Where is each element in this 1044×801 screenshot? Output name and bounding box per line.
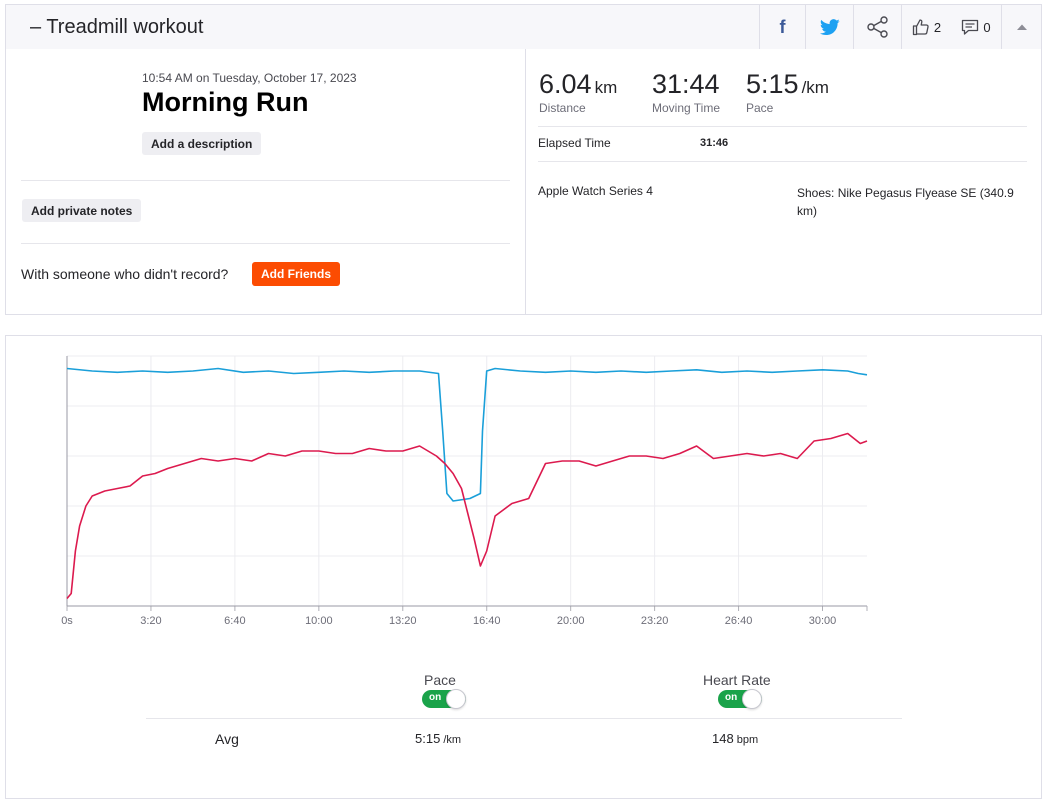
twitter-share-button[interactable] [805,5,853,49]
pace-heart-rate-chart[interactable]: 0s 3:20 6:40 10:00 13:20 16:40 20:00 23:20 26:40… [6,336,1041,636]
x-axis-tick-label: 0s [61,615,73,627]
facebook-share-button[interactable]: f [759,5,805,49]
share-icon [866,16,888,38]
kudos-count: 2 [933,19,942,35]
pace-unit: /km [801,78,829,97]
stats-divider [538,161,1027,162]
avg-pace: 5:15/km [415,731,461,746]
moving-time-value: 31:44 [652,69,720,99]
x-axis-tick-label: 3:20 [140,615,161,627]
activity-name[interactable]: Morning Run [142,87,309,117]
x-axis-tick-label: 23:20 [641,615,669,627]
x-axis-tick-label: 20:00 [557,615,585,627]
add-friends-button[interactable]: Add Friends [252,262,341,286]
comments-button[interactable]: 0 [951,5,1001,49]
collapse-button[interactable] [1001,5,1041,49]
avg-pace-value: 5:15 [415,731,441,746]
legend-heart-rate-label: Heart Rate [703,672,771,688]
heart-rate-toggle-state: on [725,692,738,703]
pace-series-line [66,367,868,502]
thumbs-up-icon [912,19,929,36]
activity-datetime: 10:54 AM on Tuesday, October 17, 2023 [142,71,357,85]
heart-rate-toggle[interactable]: on [718,689,762,709]
x-axis-tick-label: 6:40 [224,615,245,627]
pace-value: 5:15 [746,69,799,99]
avg-label: Avg [215,731,239,747]
header-actions: f 2 [759,5,1041,49]
elapsed-time-value: 31:46 [700,137,729,149]
distance-unit: km [594,78,618,97]
twitter-icon [819,18,840,35]
add-description-button[interactable]: Add a description [142,132,262,155]
x-axis-tick-label: 26:40 [725,615,753,627]
x-axis-tick-label: 30:00 [809,615,837,627]
pace-toggle-state: on [429,692,442,703]
comment-icon [962,19,979,35]
activity-type-title[interactable]: – Treadmill workout [30,16,204,38]
distance-value: 6.04 [539,69,592,99]
avg-heart-rate: 148 bpm [712,731,758,746]
facebook-icon: f [779,16,786,37]
avg-pace-unit: /km [443,734,462,746]
legend-pace-label: Pace [424,672,456,688]
stat-distance: 6.04 km Distance [539,69,617,115]
x-axis-tick-label: 13:20 [389,615,417,627]
stats-divider [538,126,1027,127]
add-private-notes-button[interactable]: Add private notes [22,199,142,222]
stat-moving-time: 31:44 Moving Time [652,69,720,115]
distance-label: Distance [539,101,586,115]
x-axis-tick-label: 16:40 [473,615,501,627]
activity-header: – Treadmill workout f 2 [5,4,1042,50]
stat-pace: 5:15/km Pace [746,69,829,115]
pace-toggle[interactable]: on [422,689,466,709]
heart-rate-series-line [66,432,868,600]
elapsed-time-label: Elapsed Time [538,136,611,150]
avg-heart-rate-unit: bpm [736,734,759,746]
avg-heart-rate-value: 148 [712,731,734,746]
device-name: Apple Watch Series 4 [538,184,653,198]
toggle-knob [742,689,762,709]
activity-summary-panel: 10:54 AM on Tuesday, October 17, 2023 Mo… [5,49,1042,315]
avg-divider [146,718,902,719]
x-axis-tick-label: 10:00 [305,615,333,627]
summary-divider [525,49,526,314]
analysis-chart-panel: 0s 3:20 6:40 10:00 13:20 16:40 20:00 23:20 26:40… [5,335,1042,799]
with-someone-prompt: With someone who didn't record? [21,266,229,282]
toggle-knob [446,689,466,709]
section-divider [21,180,510,181]
pace-label: Pace [746,101,774,115]
comments-count: 0 [983,19,991,35]
section-divider [21,243,510,244]
kudos-button[interactable]: 2 [901,5,951,49]
share-button[interactable] [853,5,901,49]
shoes-info[interactable]: Shoes: Nike Pegasus Flyease SE (340.9 km… [797,186,1014,218]
moving-time-label: Moving Time [652,101,721,115]
caret-up-icon [1016,24,1027,30]
